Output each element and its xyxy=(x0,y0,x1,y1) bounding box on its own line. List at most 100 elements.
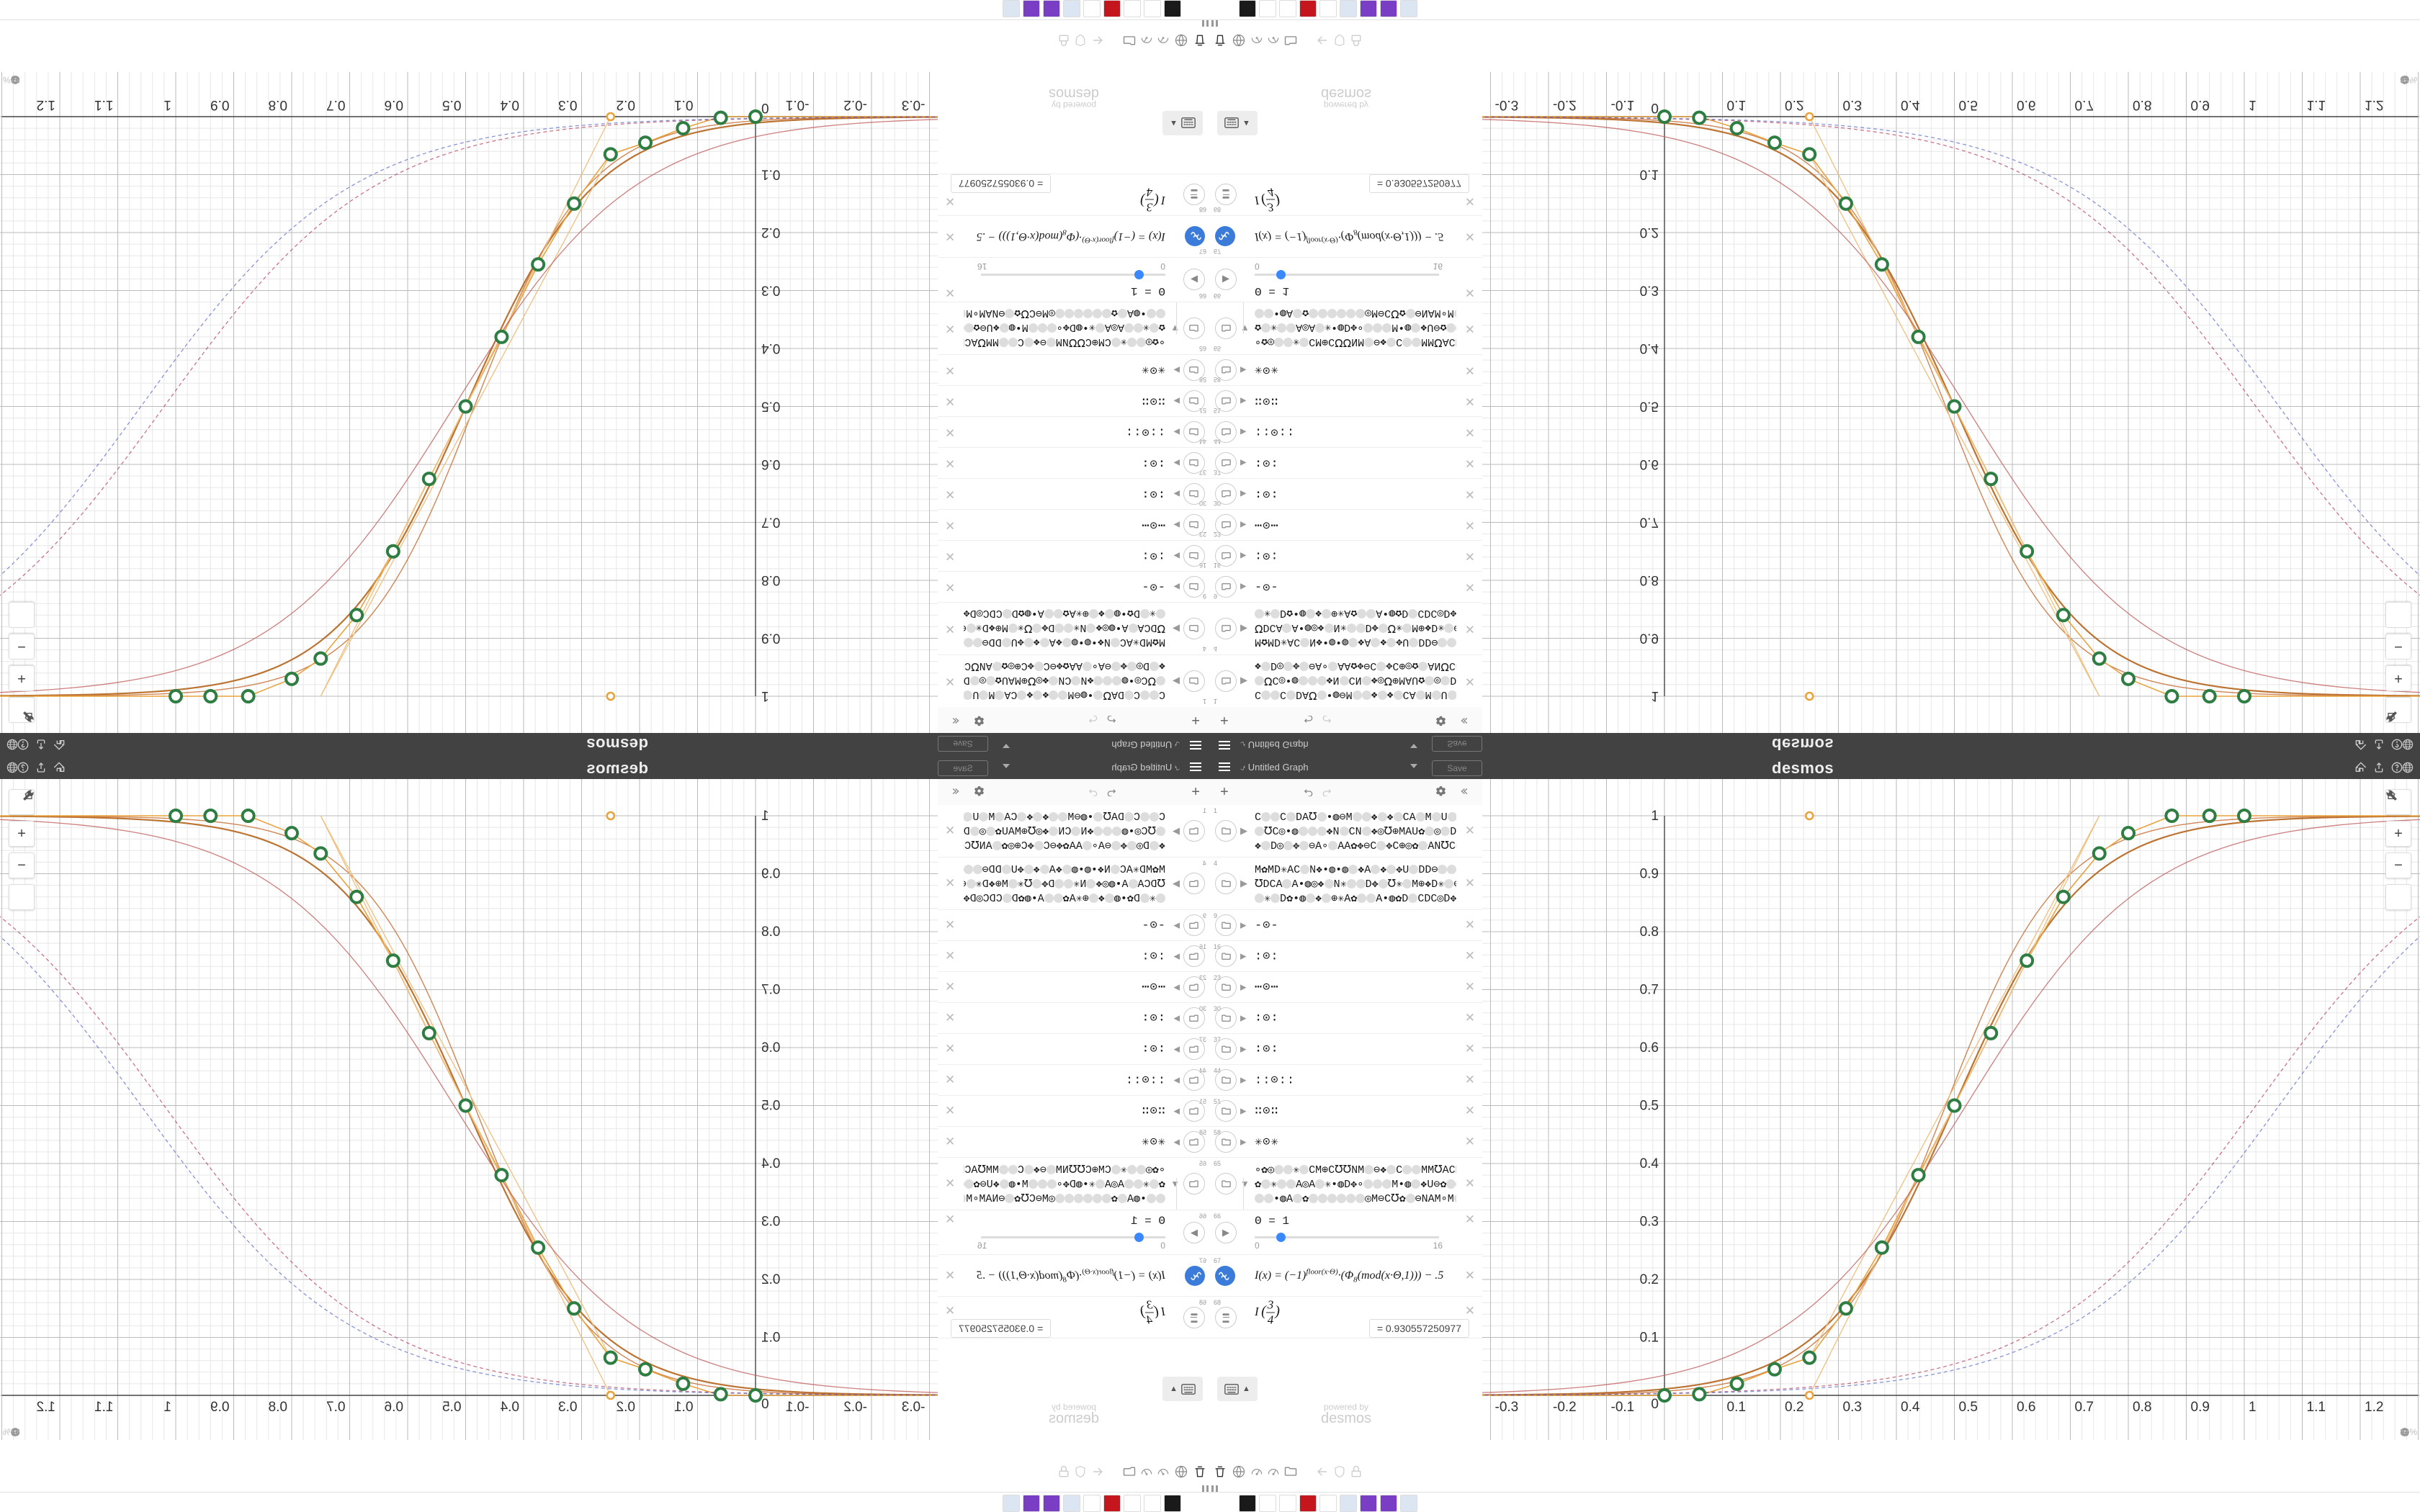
svg-text:0.3: 0.3 xyxy=(1843,97,1862,112)
svg-text:-0.1: -0.1 xyxy=(786,1400,810,1415)
svg-text:0.5: 0.5 xyxy=(1959,1400,1978,1415)
svg-text:0.8: 0.8 xyxy=(1640,924,1659,940)
svg-text:0.3: 0.3 xyxy=(1640,1215,1659,1230)
svg-text:0.8: 0.8 xyxy=(1640,572,1659,588)
svg-text:1.2: 1.2 xyxy=(37,97,55,112)
svg-text:0.8: 0.8 xyxy=(2133,1400,2151,1415)
svg-text:0.3: 0.3 xyxy=(761,283,780,298)
svg-text:0.6: 0.6 xyxy=(2017,1400,2035,1415)
svg-text:0.7: 0.7 xyxy=(326,97,345,112)
svg-text:0.8: 0.8 xyxy=(269,97,287,112)
svg-text:0.3: 0.3 xyxy=(1640,283,1659,298)
svg-text:0.6: 0.6 xyxy=(2017,97,2035,112)
svg-text:0.3: 0.3 xyxy=(1843,1400,1862,1415)
svg-text:0.9: 0.9 xyxy=(761,631,780,646)
svg-text:0.9: 0.9 xyxy=(210,1400,229,1415)
svg-text:0.3: 0.3 xyxy=(558,1400,577,1415)
svg-text:-0.2: -0.2 xyxy=(1553,1400,1577,1415)
svg-text:0.2: 0.2 xyxy=(761,1272,780,1287)
svg-text:0.5: 0.5 xyxy=(761,399,780,414)
svg-text:0.1: 0.1 xyxy=(1727,97,1746,112)
svg-text:0.8: 0.8 xyxy=(761,924,780,940)
svg-text:1: 1 xyxy=(761,688,769,703)
svg-text:0.2: 0.2 xyxy=(617,1400,635,1415)
svg-text:0.4: 0.4 xyxy=(1640,341,1659,356)
svg-text:1: 1 xyxy=(163,1400,171,1415)
svg-text:1: 1 xyxy=(2249,1400,2257,1415)
svg-text:0.2: 0.2 xyxy=(1785,97,1803,112)
svg-text:0.9: 0.9 xyxy=(761,867,780,882)
svg-text:0.6: 0.6 xyxy=(385,97,403,112)
svg-text:0.4: 0.4 xyxy=(1901,1400,1920,1415)
svg-text:1.2: 1.2 xyxy=(37,1400,55,1415)
svg-text:0.5: 0.5 xyxy=(1640,1099,1659,1114)
svg-text:0.6: 0.6 xyxy=(1640,1040,1659,1056)
svg-text:-0.1: -0.1 xyxy=(1611,97,1635,112)
svg-text:0.7: 0.7 xyxy=(761,983,780,998)
svg-text:0.1: 0.1 xyxy=(674,1400,693,1415)
svg-text:-0.2: -0.2 xyxy=(843,1400,867,1415)
svg-text:0.6: 0.6 xyxy=(1640,456,1659,472)
svg-text:0.3: 0.3 xyxy=(761,1215,780,1230)
svg-text:0.1: 0.1 xyxy=(1727,1400,1746,1415)
svg-text:-0.3: -0.3 xyxy=(1495,97,1519,112)
svg-text:1: 1 xyxy=(1651,688,1659,703)
svg-text:0.8: 0.8 xyxy=(2133,97,2151,112)
svg-text:0.7: 0.7 xyxy=(1640,983,1659,998)
svg-text:1.1: 1.1 xyxy=(94,1400,113,1415)
svg-text:-0.3: -0.3 xyxy=(902,97,926,112)
svg-text:0.4: 0.4 xyxy=(761,341,781,356)
svg-text:1.2: 1.2 xyxy=(2365,1400,2383,1415)
svg-text:-0.2: -0.2 xyxy=(843,97,867,112)
svg-text:0.7: 0.7 xyxy=(1640,515,1659,530)
svg-text:0: 0 xyxy=(1651,100,1659,115)
svg-text:0.1: 0.1 xyxy=(1640,1331,1659,1346)
svg-text:0.2: 0.2 xyxy=(1640,225,1659,240)
svg-text:0.4: 0.4 xyxy=(1901,97,1920,112)
svg-text:0.4: 0.4 xyxy=(1640,1156,1659,1171)
svg-text:0.4: 0.4 xyxy=(761,1156,781,1171)
svg-text:0.9: 0.9 xyxy=(1640,631,1659,646)
svg-text:0.5: 0.5 xyxy=(442,1400,461,1415)
svg-text:0.4: 0.4 xyxy=(500,97,519,112)
svg-text:0.5: 0.5 xyxy=(1640,399,1659,414)
svg-text:0.2: 0.2 xyxy=(617,97,635,112)
svg-text:0.2: 0.2 xyxy=(1785,1400,1803,1415)
svg-text:0.9: 0.9 xyxy=(2191,1400,2210,1415)
svg-text:1.1: 1.1 xyxy=(94,97,113,112)
svg-text:0: 0 xyxy=(761,100,769,115)
svg-text:0.1: 0.1 xyxy=(1640,167,1659,182)
svg-text:0.6: 0.6 xyxy=(761,456,780,472)
svg-text:0.5: 0.5 xyxy=(1959,97,1978,112)
svg-text:0.9: 0.9 xyxy=(2191,97,2210,112)
svg-text:-0.3: -0.3 xyxy=(1495,1400,1519,1415)
svg-text:0.1: 0.1 xyxy=(761,1331,780,1346)
svg-text:0.4: 0.4 xyxy=(500,1400,519,1415)
svg-text:0.7: 0.7 xyxy=(2075,97,2094,112)
svg-text:1: 1 xyxy=(2249,97,2257,112)
svg-text:1.2: 1.2 xyxy=(2365,97,2383,112)
svg-text:0.1: 0.1 xyxy=(674,97,693,112)
svg-text:0.6: 0.6 xyxy=(385,1400,403,1415)
svg-text:0.7: 0.7 xyxy=(326,1400,345,1415)
svg-text:1.1: 1.1 xyxy=(2307,1400,2326,1415)
svg-text:0.9: 0.9 xyxy=(1640,867,1659,882)
svg-text:1: 1 xyxy=(761,809,769,824)
svg-text:-0.1: -0.1 xyxy=(786,97,810,112)
svg-text:0.2: 0.2 xyxy=(761,225,780,240)
svg-text:0.9: 0.9 xyxy=(210,97,229,112)
svg-text:0: 0 xyxy=(761,1397,769,1412)
svg-text:0.3: 0.3 xyxy=(558,97,577,112)
svg-text:0.6: 0.6 xyxy=(761,1040,780,1056)
svg-text:1: 1 xyxy=(163,97,171,112)
svg-text:0.2: 0.2 xyxy=(1640,1272,1659,1287)
svg-text:0.5: 0.5 xyxy=(442,97,461,112)
svg-text:0.8: 0.8 xyxy=(761,572,780,588)
svg-text:0.7: 0.7 xyxy=(2075,1400,2094,1415)
svg-text:0.7: 0.7 xyxy=(761,515,780,530)
svg-text:0.5: 0.5 xyxy=(761,1099,780,1114)
svg-text:1.1: 1.1 xyxy=(2307,97,2326,112)
svg-text:0: 0 xyxy=(1651,1397,1659,1412)
svg-text:-0.2: -0.2 xyxy=(1553,97,1577,112)
svg-text:0.1: 0.1 xyxy=(761,167,780,182)
